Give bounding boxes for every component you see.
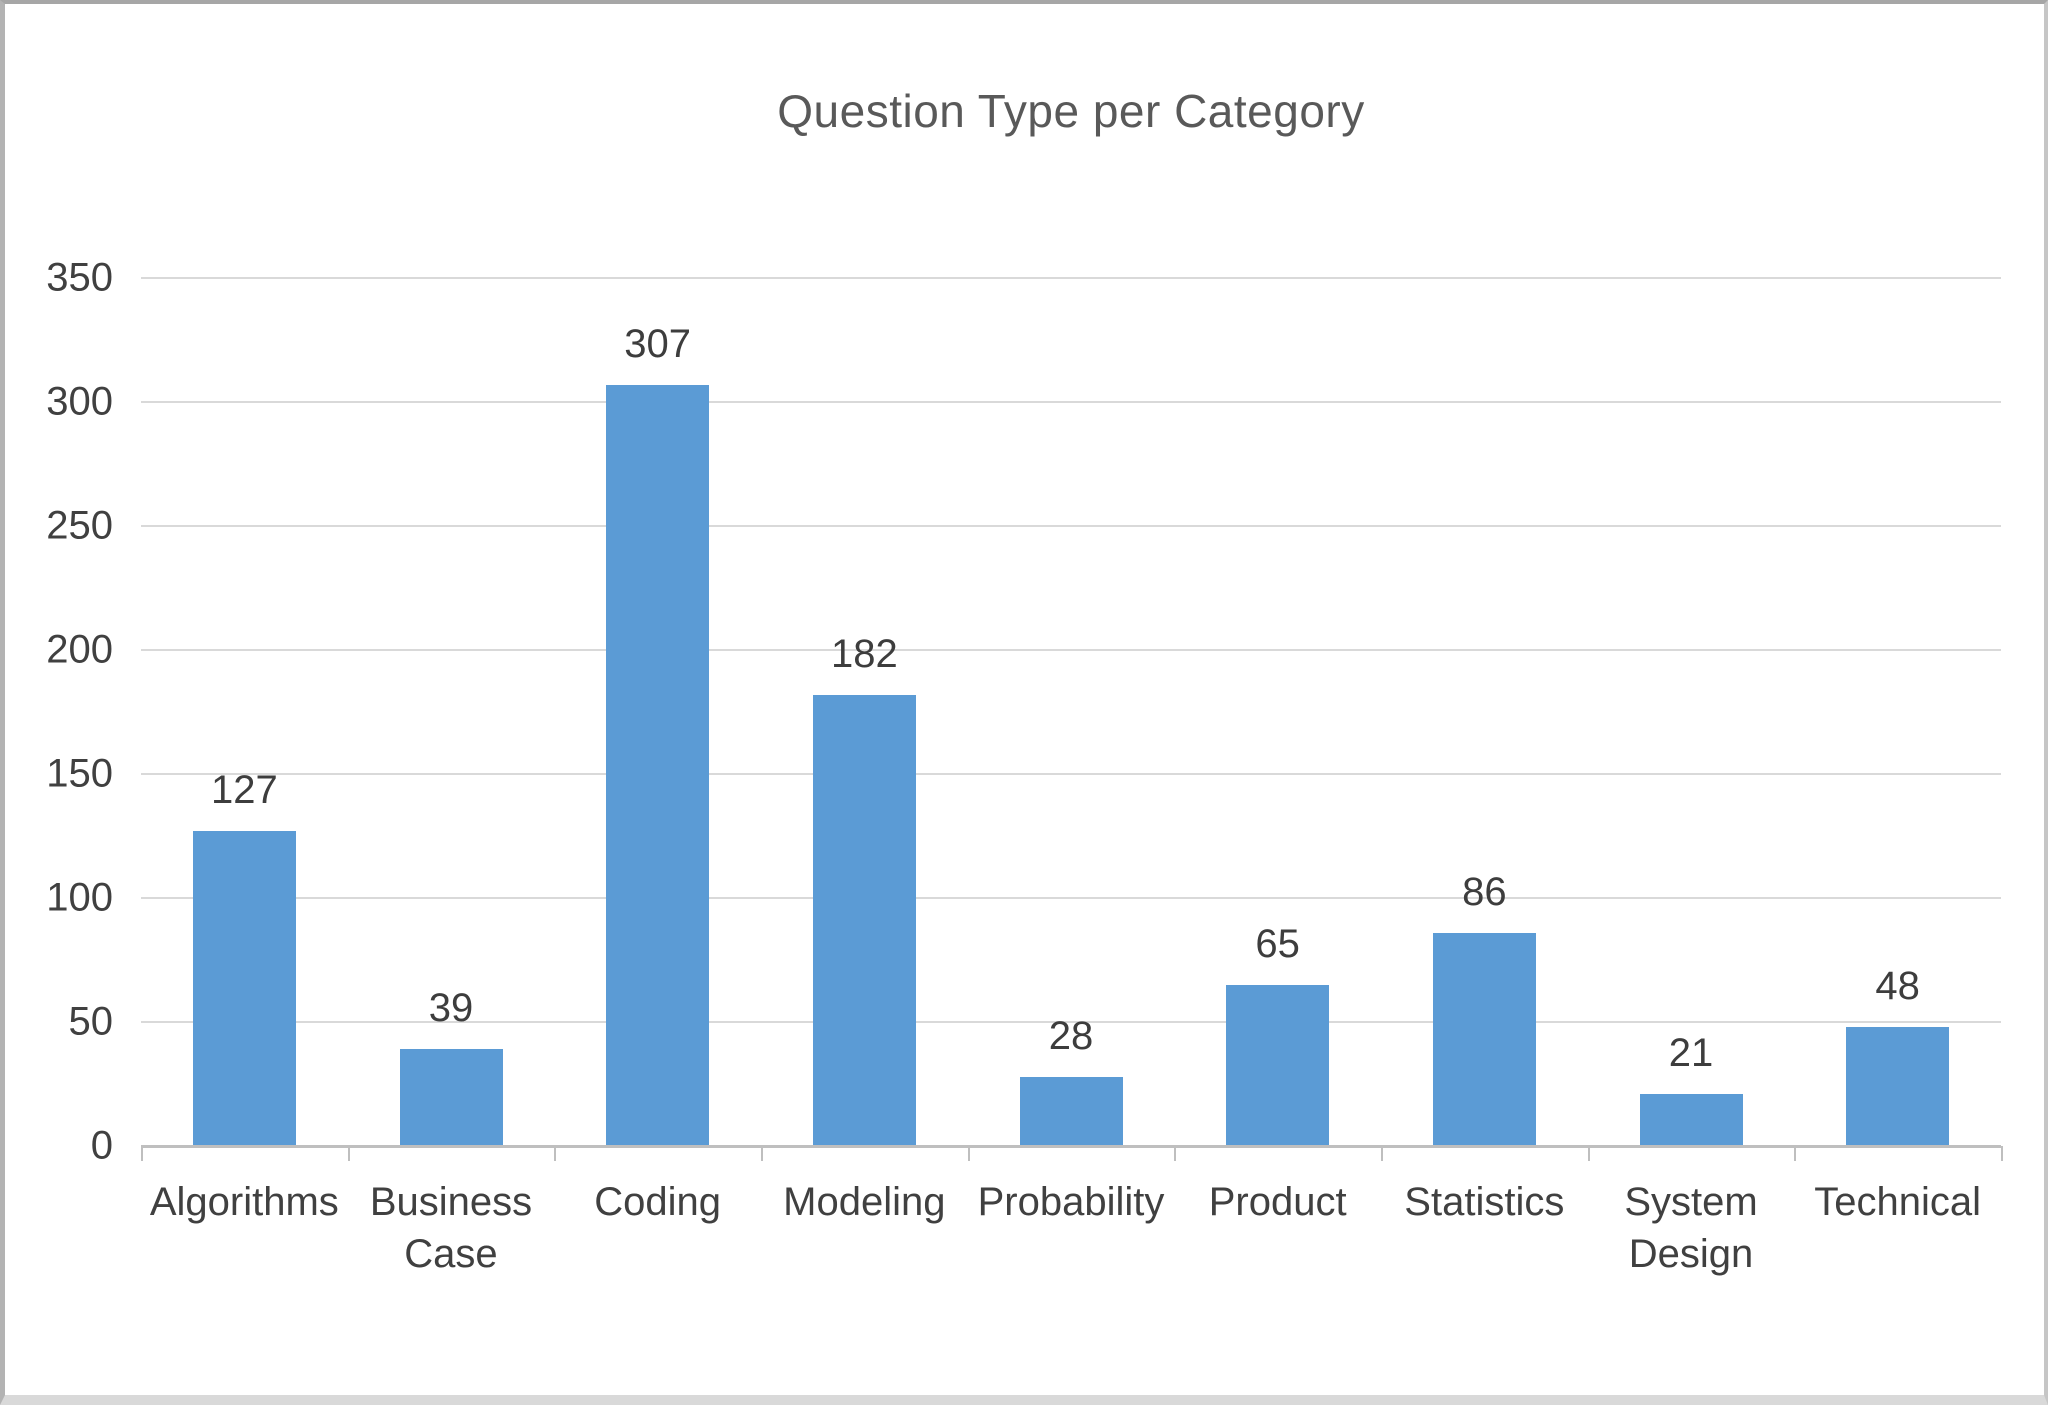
bar-product — [1226, 985, 1329, 1146]
bar-system-design — [1640, 1094, 1743, 1146]
bar-statistics — [1433, 933, 1536, 1146]
plot-area: 127 39 307 182 28 65 86 21 48 — [141, 277, 2001, 1148]
y-axis-tick-label: 150 — [46, 751, 113, 796]
y-axis-tick-label: 300 — [46, 379, 113, 424]
y-axis-tick-label: 200 — [46, 627, 113, 672]
x-axis-category-label: Modeling — [783, 1180, 946, 1224]
gridline — [141, 1021, 2001, 1023]
x-axis-tick — [2001, 1146, 2003, 1161]
x-axis-tick — [348, 1146, 350, 1161]
bar-probability — [1020, 1077, 1123, 1146]
x-axis-tick — [968, 1146, 970, 1161]
gridline — [141, 773, 2001, 775]
bar-value-label: 307 — [624, 322, 692, 366]
bar-algorithms — [193, 831, 296, 1146]
bar-business-case — [400, 1049, 503, 1146]
y-axis-tick-label: 100 — [46, 875, 113, 920]
bar-coding — [606, 385, 709, 1146]
gridline — [141, 525, 2001, 527]
y-axis-tick-label: 0 — [90, 1123, 113, 1168]
y-axis-tick-label: 350 — [46, 255, 113, 300]
gridline — [141, 649, 2001, 651]
x-axis-tick — [761, 1146, 763, 1161]
y-axis: 0 50 100 150 200 250 300 350 — [5, 256, 114, 1168]
bar-value-label: 86 — [1462, 870, 1507, 914]
bar-value-label: 48 — [1875, 964, 1920, 1008]
x-axis-tick — [1794, 1146, 1796, 1161]
bar-value-label: 65 — [1255, 922, 1300, 966]
x-axis-category-label: Statistics — [1404, 1180, 1565, 1224]
x-axis-category-label: Coding — [594, 1180, 722, 1224]
x-axis-line — [141, 1145, 2001, 1148]
x-axis-category-label: Probability — [977, 1180, 1165, 1224]
gridline — [141, 897, 2001, 899]
y-axis-tick-label: 250 — [46, 503, 113, 548]
bar-modeling — [813, 695, 916, 1146]
bar-value-label: 21 — [1668, 1031, 1714, 1075]
x-axis-category-label: System Design — [1624, 1180, 1758, 1276]
y-axis-tick-label: 50 — [68, 999, 114, 1044]
x-axis-category-label: Product — [1208, 1180, 1347, 1224]
x-axis-tick — [554, 1146, 556, 1161]
x-axis-tick — [1381, 1146, 1383, 1161]
x-axis-tick — [1588, 1146, 1590, 1161]
x-axis-tick — [1174, 1146, 1176, 1161]
x-axis-category-label: Technical — [1814, 1180, 1982, 1224]
bar-value-label: 39 — [428, 986, 474, 1030]
gridline — [141, 277, 2001, 279]
gridline — [141, 401, 2001, 403]
x-axis-category-label: Business Case — [369, 1180, 533, 1276]
bar-value-label: 182 — [830, 632, 898, 676]
bar-technical — [1846, 1027, 1949, 1146]
bar-value-label: 127 — [210, 768, 278, 812]
chart-title: Question Type per Category — [777, 85, 1365, 137]
x-axis-tick — [141, 1146, 143, 1161]
bar-value-label: 28 — [1048, 1014, 1094, 1058]
x-axis-category-label: Algorithms — [149, 1180, 339, 1224]
